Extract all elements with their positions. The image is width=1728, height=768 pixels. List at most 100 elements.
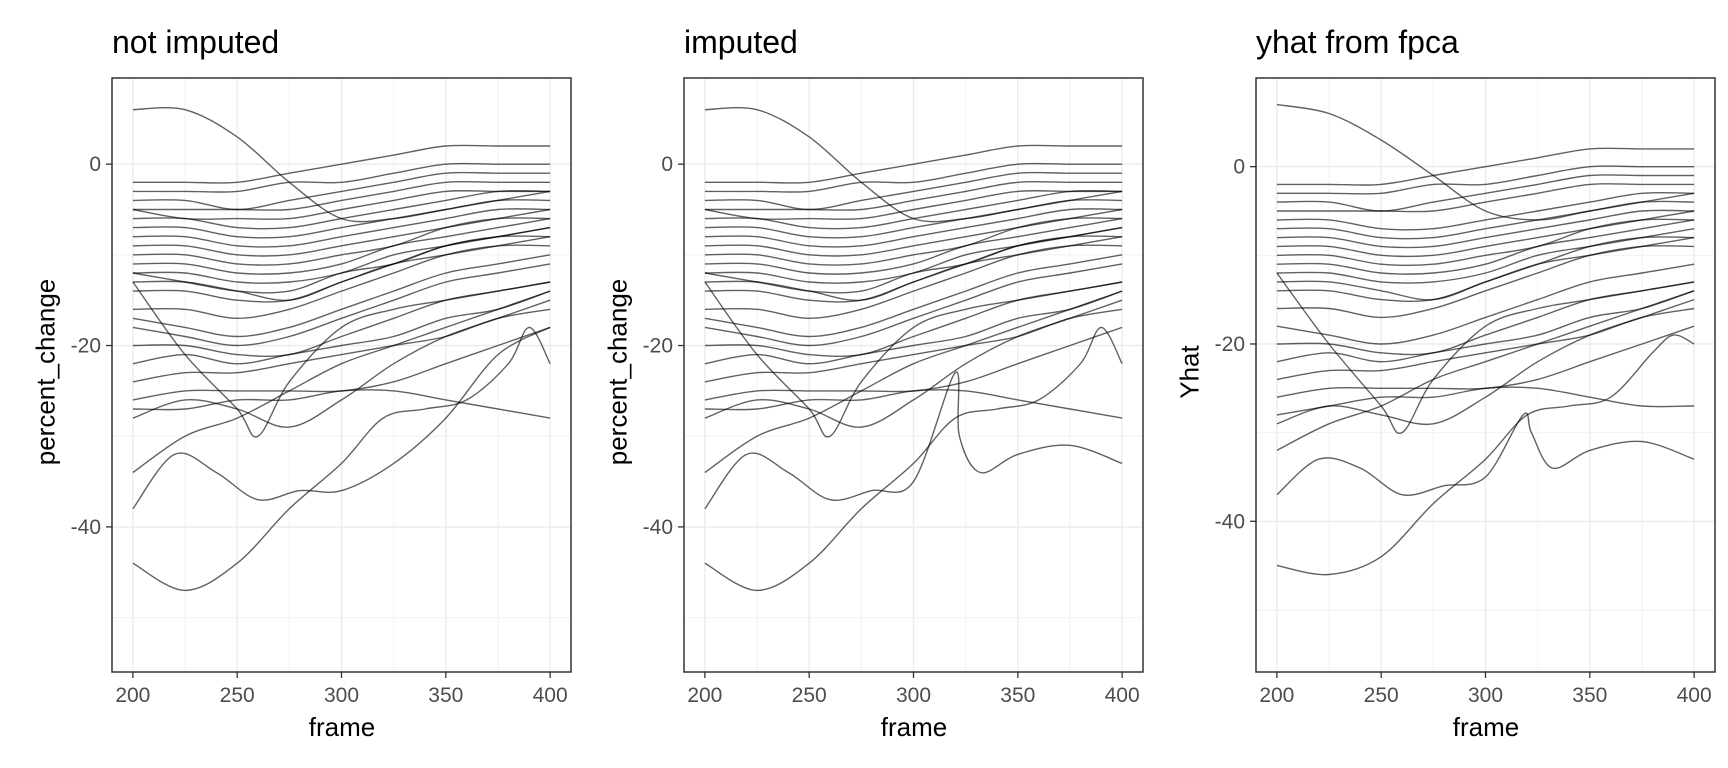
plot-svg: 200 250 300 350 400 0 -20 -40 <box>1215 77 1716 707</box>
series-line <box>704 389 1123 419</box>
series-line <box>132 254 551 338</box>
y-tick-label: 0 <box>661 153 673 176</box>
series-line <box>132 281 551 438</box>
x-tick-label: 200 <box>115 684 150 707</box>
series-line <box>132 171 551 211</box>
series-line <box>132 290 551 365</box>
y-tick-label: -40 <box>71 516 101 539</box>
x-tick-label: 400 <box>1105 684 1140 707</box>
series-line <box>1276 298 1695 426</box>
series-line <box>132 217 551 266</box>
series-line <box>1276 245 1695 319</box>
series-line <box>132 208 551 248</box>
series-line <box>132 208 551 257</box>
y-tick-label: -40 <box>643 516 673 539</box>
series-line <box>132 217 551 275</box>
series-line <box>1276 183 1695 213</box>
series-line <box>1276 165 1695 195</box>
x-axis-label: frame <box>308 712 376 742</box>
y-axis-label: Yhat <box>1174 345 1205 399</box>
panel-yhat-from-fpca: 200 250 300 350 400 0 -20 -40 yhat from fpca Yh… <box>1144 0 1720 768</box>
series-line <box>1276 290 1695 363</box>
series-line <box>132 144 551 184</box>
x-tick-label: 300 <box>324 684 359 707</box>
series-line <box>1276 200 1695 240</box>
chart-title: imputed <box>684 24 798 60</box>
x-tick-label: 200 <box>1259 684 1294 707</box>
y-tick-label: -20 <box>71 335 101 358</box>
x-tick-label: 250 <box>792 684 827 707</box>
series-line <box>132 263 551 347</box>
series-line <box>132 290 551 474</box>
series-line <box>1276 236 1695 303</box>
series-line <box>704 208 1123 248</box>
plot-svg: 200 250 300 350 400 0 -20 -40 <box>71 77 572 707</box>
series-line <box>704 208 1123 257</box>
panel-not-imputed: 200 250 300 350 400 0 -20 -40 not imputed perce… <box>0 0 576 768</box>
series-line <box>132 180 551 211</box>
chart-title: yhat from fpca <box>1256 24 1459 60</box>
series-line <box>132 299 551 428</box>
series-line <box>1276 412 1695 496</box>
series-line <box>1276 219 1695 275</box>
y-tick-label: 0 <box>89 153 101 176</box>
x-tick-label: 200 <box>687 684 722 707</box>
plot-svg: 200 250 300 350 400 0 -20 -40 <box>643 77 1144 707</box>
series-line <box>704 189 1123 230</box>
series-line <box>132 162 551 193</box>
series-line <box>1276 147 1695 186</box>
x-tick-label: 300 <box>896 684 931 707</box>
series-line <box>1276 263 1695 345</box>
y-tick-label: -20 <box>1215 333 1245 356</box>
series-line <box>1276 228 1695 284</box>
y-axis-label: percent_change <box>30 278 61 466</box>
series-line <box>1276 290 1695 452</box>
chart-title: not imputed <box>112 24 280 60</box>
series-line <box>704 263 1123 347</box>
series-line <box>704 371 1123 510</box>
series-line <box>132 199 551 239</box>
x-tick-label: 400 <box>533 684 568 707</box>
x-tick-label: 350 <box>428 684 463 707</box>
y-tick-label: -40 <box>1215 510 1245 533</box>
series-line <box>1276 209 1695 249</box>
series-line <box>132 326 551 510</box>
series-line <box>132 189 551 230</box>
x-tick-label: 250 <box>1364 684 1399 707</box>
series-line <box>132 235 551 303</box>
series-line <box>704 244 1123 320</box>
series-line <box>1276 272 1695 435</box>
x-tick-label: 400 <box>1677 684 1712 707</box>
series-line <box>704 290 1123 365</box>
series-line <box>704 189 1123 220</box>
panel-imputed: 200 250 300 350 400 0 -20 -40 imputed percent_c… <box>572 0 1148 768</box>
series-line <box>704 281 1123 438</box>
x-axis-label: frame <box>1452 712 1520 742</box>
series-line <box>704 171 1123 211</box>
series-line <box>1276 386 1695 416</box>
x-axis-label: frame <box>880 712 948 742</box>
series-line <box>704 326 1123 592</box>
series-line <box>1276 174 1695 212</box>
series-line <box>1276 218 1695 267</box>
series-line <box>704 144 1123 184</box>
series-line <box>704 254 1123 338</box>
series-line <box>132 244 551 320</box>
series-line <box>132 326 551 592</box>
series-line <box>1276 334 1695 576</box>
y-tick-label: -20 <box>643 335 673 358</box>
series-line <box>704 199 1123 239</box>
series-line <box>132 389 551 419</box>
x-tick-label: 250 <box>220 684 255 707</box>
series-line <box>704 299 1123 428</box>
x-tick-label: 350 <box>1000 684 1035 707</box>
series-line <box>704 162 1123 193</box>
y-axis-label: percent_change <box>602 278 633 466</box>
series-line <box>704 180 1123 211</box>
series-line <box>1276 191 1695 231</box>
series-line <box>704 217 1123 266</box>
series-line <box>132 189 551 220</box>
series-line <box>1276 210 1695 258</box>
y-tick-label: 0 <box>1233 156 1245 179</box>
series-line <box>704 235 1123 303</box>
